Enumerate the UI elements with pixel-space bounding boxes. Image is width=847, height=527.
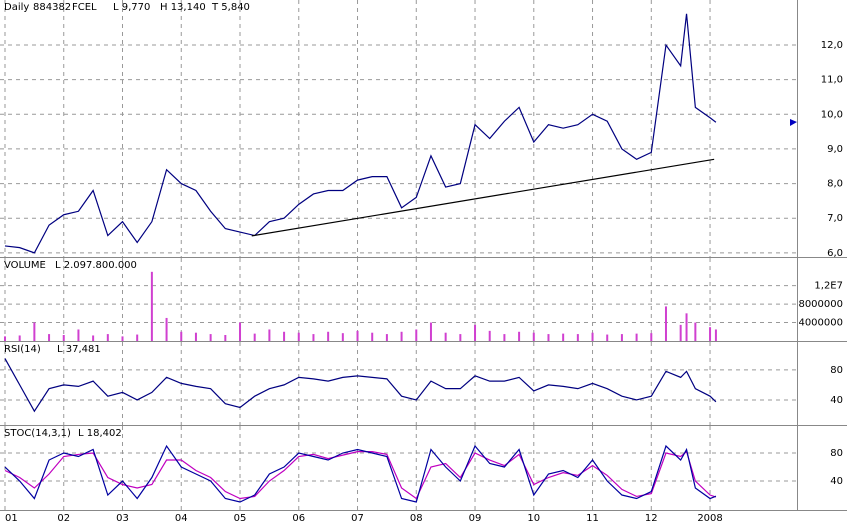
y-tick-label: 40 xyxy=(830,395,843,406)
volume-bar xyxy=(106,334,109,341)
volume-bar xyxy=(532,332,535,341)
pane-label: 884382 xyxy=(33,2,71,13)
volume-bar xyxy=(327,331,330,341)
volume-bar xyxy=(224,335,227,341)
volume-bar xyxy=(150,271,153,341)
x-tick-label: 2008 xyxy=(697,513,722,524)
pane-label: L 2.097.800.000 xyxy=(55,260,137,271)
volume-bar xyxy=(606,334,609,341)
pane-label: FCEL xyxy=(72,2,97,13)
volume-bar xyxy=(165,317,168,341)
volume-bar xyxy=(576,334,579,341)
volume-bar xyxy=(341,333,344,341)
y-tick-label: 4000000 xyxy=(798,318,843,329)
x-tick-label: 05 xyxy=(234,513,247,524)
volume-bar xyxy=(518,331,521,341)
trend-line xyxy=(251,158,715,237)
volume-bar xyxy=(385,334,388,341)
volume-bar xyxy=(297,332,300,341)
y-tick-label: 40 xyxy=(830,476,843,487)
volume-bar xyxy=(591,332,594,341)
volume-bar xyxy=(444,332,447,341)
volume-bar xyxy=(562,333,565,341)
y-tick-label: 80 xyxy=(830,448,843,459)
volume-bar xyxy=(194,332,197,341)
volume-bar xyxy=(685,313,688,341)
x-tick-label: 02 xyxy=(57,513,70,524)
volume-bar xyxy=(283,331,286,341)
volume-bar xyxy=(33,322,36,341)
volume-bar xyxy=(709,327,712,341)
volume-bar xyxy=(488,330,491,341)
pane-label: T 5,840 xyxy=(211,2,250,13)
volume-bar xyxy=(62,335,65,341)
pane-label: STOC(14,3,1) xyxy=(4,428,71,439)
volume-bar xyxy=(503,334,506,341)
volume-bar xyxy=(429,322,432,341)
y-tick-label: 1,2E7 xyxy=(814,281,843,292)
pane-label: L 37,481 xyxy=(57,344,101,355)
y-tick-label: 80 xyxy=(830,365,843,376)
x-tick-label: 09 xyxy=(469,513,482,524)
volume-bar xyxy=(400,331,403,341)
volume-bar xyxy=(459,334,462,341)
x-tick-label: 08 xyxy=(410,513,423,524)
volume-bar xyxy=(180,331,183,341)
volume-bar xyxy=(415,329,418,341)
pane-label: H 13,140 xyxy=(160,2,206,13)
x-tick-label: 04 xyxy=(175,513,188,524)
pane-label: L 9,770 xyxy=(113,2,150,13)
x-tick-label: 11 xyxy=(586,513,599,524)
volume-bar xyxy=(312,334,315,341)
volume-bar xyxy=(679,324,682,341)
volume-bar xyxy=(694,322,697,341)
x-tick-label: 01 xyxy=(5,513,18,524)
volume-bar xyxy=(209,334,212,341)
x-tick-label: 06 xyxy=(292,513,305,524)
volume-bar xyxy=(92,335,95,341)
y-tick-label: 7,0 xyxy=(827,213,843,224)
data-line xyxy=(4,444,717,503)
volume-bar xyxy=(714,329,717,341)
data-line xyxy=(4,358,717,413)
volume-bar xyxy=(121,336,124,341)
volume-bar xyxy=(18,335,21,341)
y-tick-label: 9,0 xyxy=(827,144,843,155)
volume-bar xyxy=(650,333,653,341)
pane-label: RSI(14) xyxy=(4,344,41,355)
volume-bar xyxy=(664,306,667,341)
volume-bar xyxy=(635,333,638,341)
y-tick-label: 8,0 xyxy=(827,179,843,190)
y-tick-label: 11,0 xyxy=(821,75,843,86)
x-tick-label: 12 xyxy=(645,513,658,524)
volume-bar xyxy=(371,332,374,341)
data-line xyxy=(4,450,717,500)
data-line xyxy=(4,13,717,254)
pane-label: VOLUME xyxy=(4,260,46,271)
volume-bar xyxy=(253,333,256,341)
y-tick-label: 12,0 xyxy=(821,40,843,51)
volume-bar xyxy=(474,324,477,341)
last-price-marker xyxy=(790,119,797,126)
volume-bar xyxy=(239,322,242,341)
y-tick-label: 8000000 xyxy=(798,299,843,310)
y-tick-label: 6,0 xyxy=(827,248,843,259)
volume-bar xyxy=(620,334,623,341)
volume-bar xyxy=(356,330,359,341)
volume-bar xyxy=(268,329,271,341)
volume-bar xyxy=(3,336,6,341)
y-tick-label: 10,0 xyxy=(821,109,843,120)
pane-label: L 18,402 xyxy=(78,428,122,439)
volume-bar xyxy=(136,334,139,341)
pane-label: Daily xyxy=(4,2,29,13)
volume-bar xyxy=(547,334,550,341)
x-tick-label: 03 xyxy=(116,513,129,524)
volume-bar xyxy=(77,329,80,341)
x-tick-label: 10 xyxy=(527,513,540,524)
volume-bar xyxy=(48,334,51,341)
x-tick-label: 07 xyxy=(351,513,364,524)
